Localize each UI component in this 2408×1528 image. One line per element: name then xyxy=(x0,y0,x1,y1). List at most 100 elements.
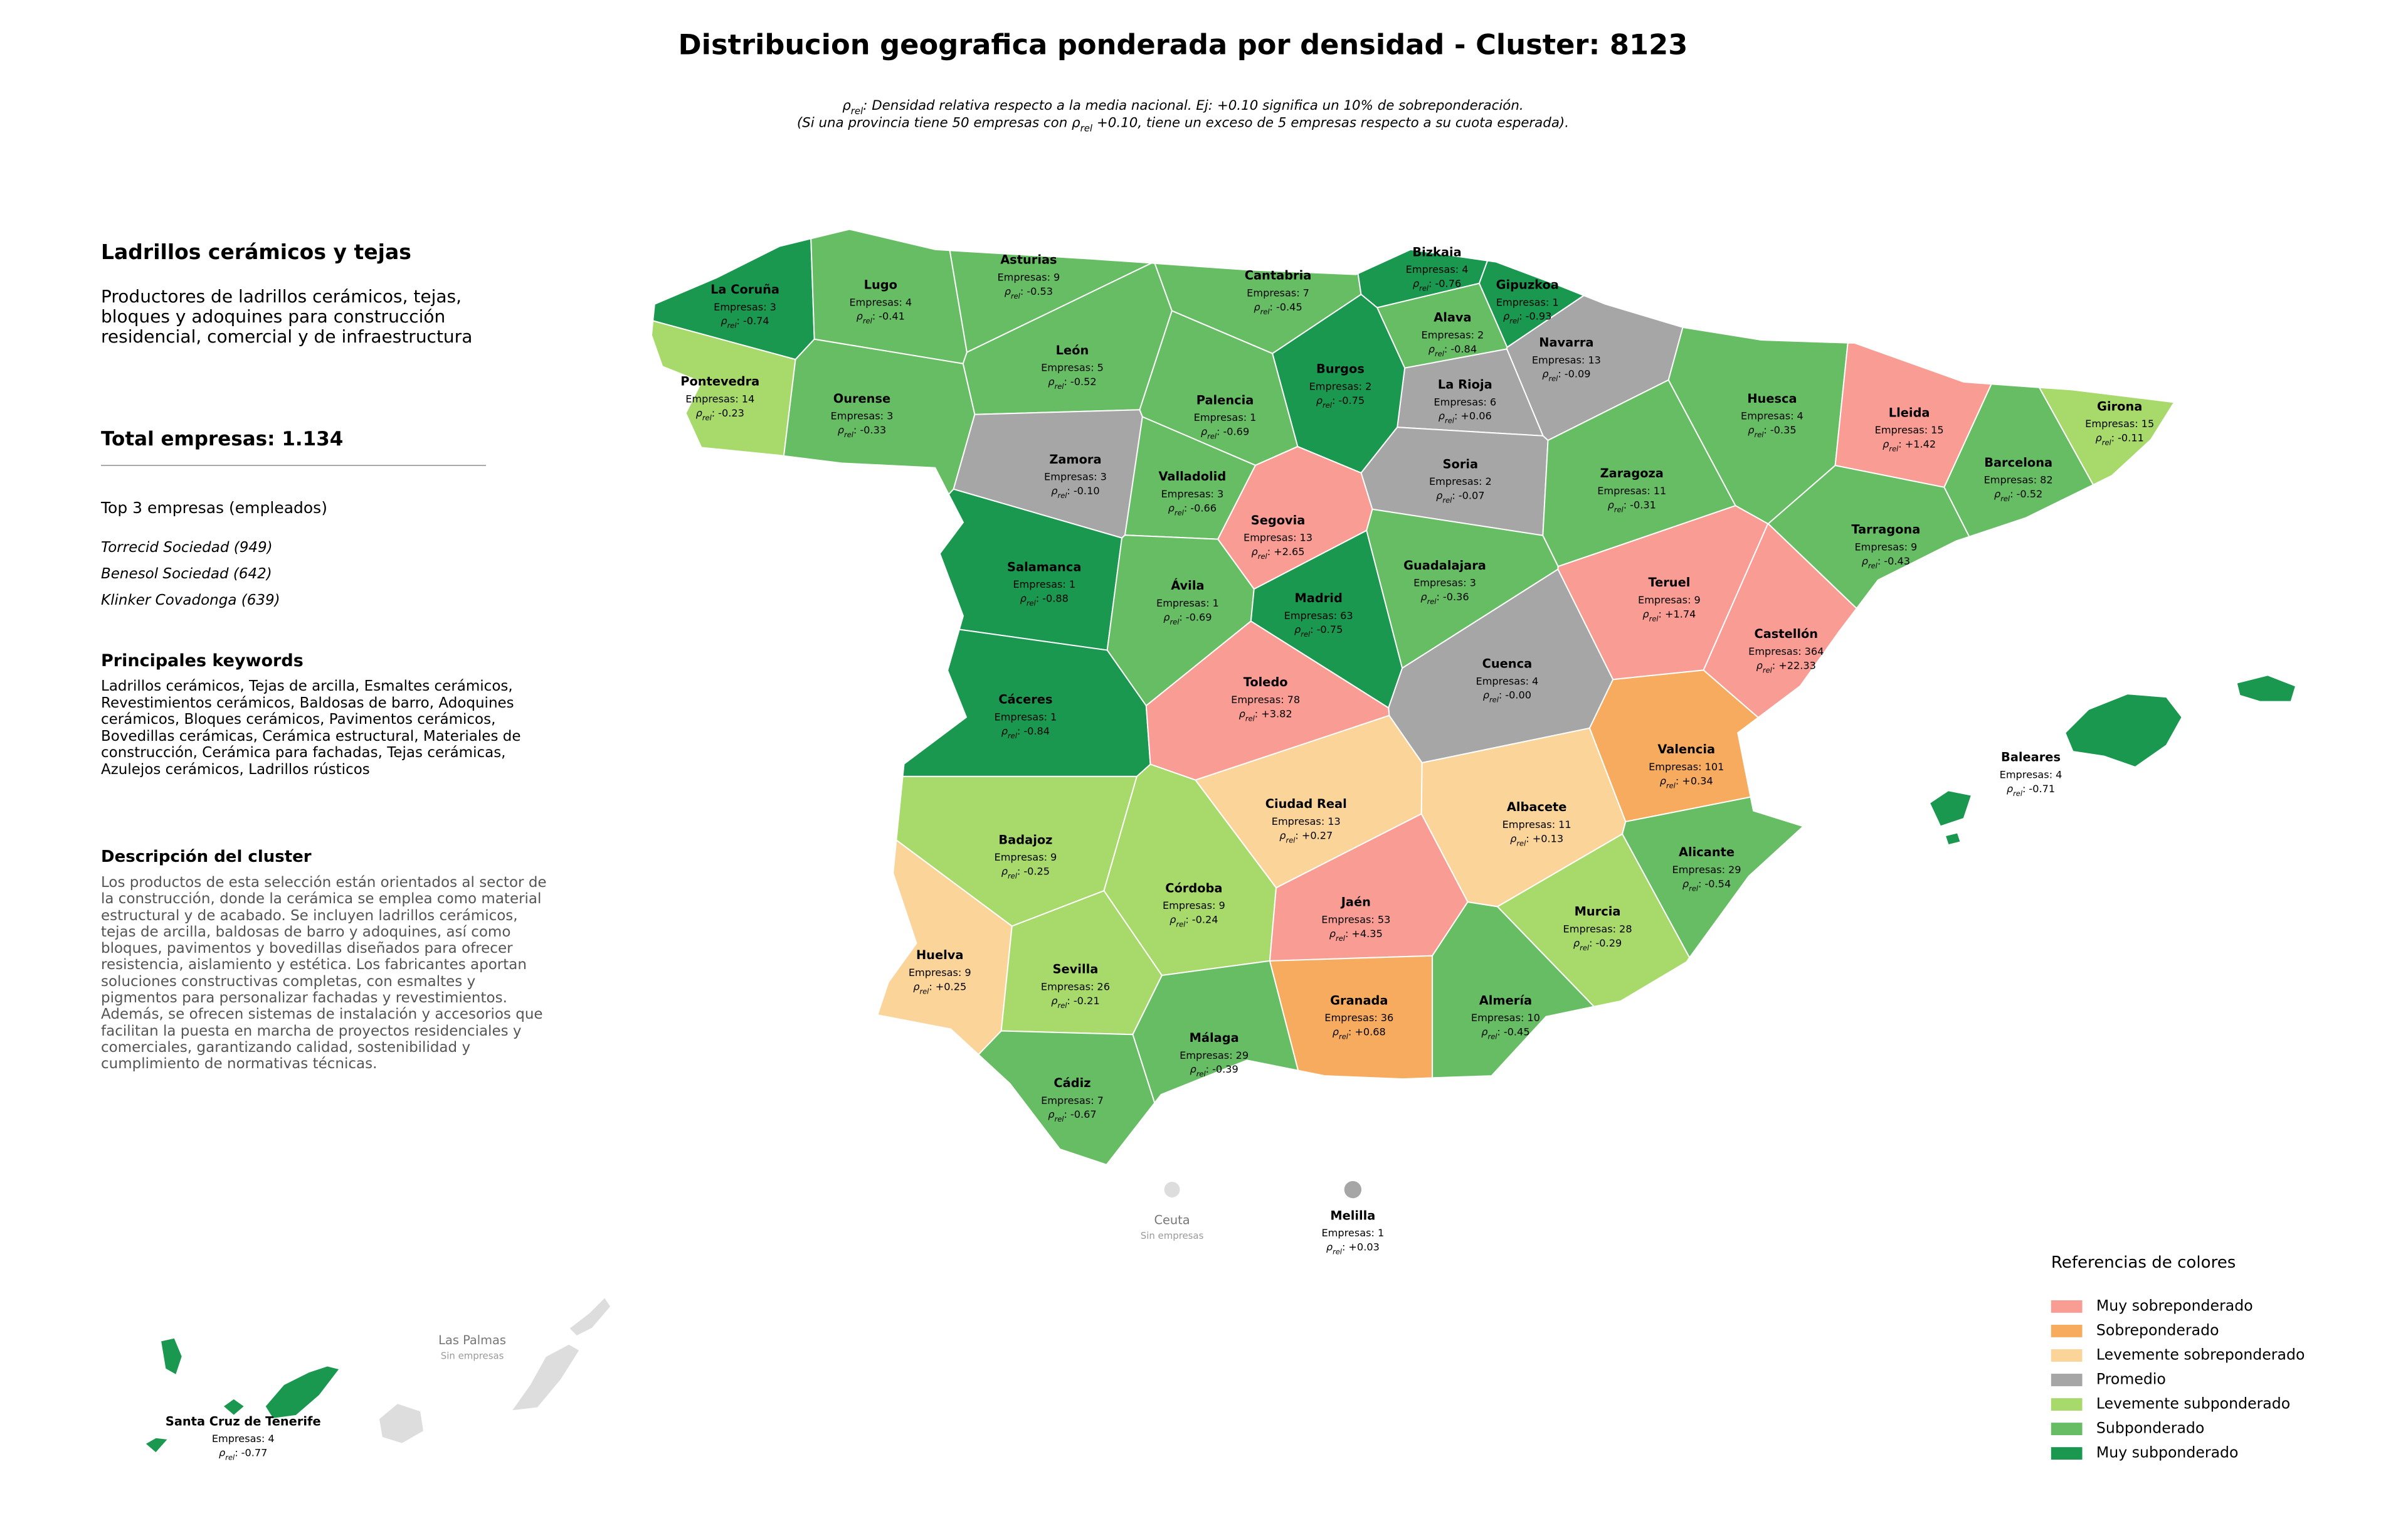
count-sep: : xyxy=(1613,923,1616,935)
count-sep: : xyxy=(1206,597,1209,609)
province-name: Sevilla xyxy=(1053,962,1099,977)
count-label: Empresas xyxy=(1156,597,1206,609)
province-name: Bizkaia xyxy=(1412,245,1461,259)
rho-sep: : xyxy=(1036,592,1039,604)
rho-value: -0.52 xyxy=(2017,488,2043,500)
rho-symbol: ρ xyxy=(1428,342,1435,354)
count-label: Empresas xyxy=(1638,594,1687,606)
province-name: Baleares xyxy=(2001,750,2061,765)
province-name: Alava xyxy=(1434,310,1471,325)
rho-symbol: ρ xyxy=(1481,1026,1488,1037)
province-count: Empresas: 4 xyxy=(1741,410,1803,422)
rho-value: +0.34 xyxy=(1682,775,1713,787)
count-label: Empresas xyxy=(1984,474,2034,485)
count-label: Empresas xyxy=(1231,694,1281,706)
rho-symbol: ρ xyxy=(1503,310,1510,322)
legend-swatch xyxy=(2051,1300,2083,1313)
top-company: Klinker Covadonga (639) xyxy=(101,592,280,608)
count-label: Empresas xyxy=(1272,815,1321,827)
count-sep: : xyxy=(1281,694,1284,706)
rho-value: -0.76 xyxy=(1435,277,1461,289)
rho-sub: rel xyxy=(1339,1032,1349,1041)
count-sep: : xyxy=(1552,818,1555,830)
province-count: Empresas: 4 xyxy=(212,1433,275,1445)
rho-symbol: ρ xyxy=(1051,994,1058,1006)
province-count: Empresas: 29 xyxy=(1672,864,1741,876)
rho-sub: rel xyxy=(919,987,929,995)
rho-symbol: ρ xyxy=(1420,591,1427,603)
province-name: Barcelona xyxy=(1984,455,2052,470)
count-value: 6 xyxy=(1490,396,1496,408)
rho-sep: : xyxy=(1772,659,1775,671)
province-count: Empresas: 15 xyxy=(2085,418,2154,430)
province-rho: ρrel: +1.74 xyxy=(1642,608,1696,623)
rho-value: +1.74 xyxy=(1665,608,1696,620)
count-sep: : xyxy=(1722,864,1725,876)
rho-value: +0.68 xyxy=(1354,1026,1385,1037)
rho-symbol: ρ xyxy=(219,1446,226,1458)
rho-value: +0.03 xyxy=(1348,1241,1379,1253)
rho-symbol: ρ xyxy=(1239,708,1246,719)
count-sep: : xyxy=(958,967,961,979)
province-rho: ρrel: -0.67 xyxy=(1048,1108,1096,1123)
rho-symbol: ρ xyxy=(1001,724,1008,736)
count-value: 10 xyxy=(1527,1012,1540,1024)
rho-symbol: ρ xyxy=(1333,1026,1339,1037)
count-value: 3 xyxy=(887,410,893,422)
count-value: 364 xyxy=(1805,645,1824,657)
rho-sub: rel xyxy=(1323,400,1333,409)
province-rho: ρrel: -0.07 xyxy=(1436,489,1484,504)
province-name: Murcia xyxy=(1575,905,1621,919)
count-value: 9 xyxy=(1694,594,1701,606)
rho-symbol: ρ xyxy=(1573,936,1580,948)
legend-label: Sobreponderado xyxy=(2096,1321,2219,1339)
rho-sub: rel xyxy=(1196,1069,1207,1078)
rho-value: -0.77 xyxy=(241,1446,268,1458)
count-value: 4 xyxy=(268,1433,274,1445)
province-shape xyxy=(159,1337,183,1376)
rho-sep: : xyxy=(1310,623,1313,635)
province-name: Lugo xyxy=(864,277,897,292)
count-label: Empresas xyxy=(849,296,899,308)
rho-sub: rel xyxy=(1435,349,1445,358)
province-name: Badajoz xyxy=(998,832,1052,847)
province-count: Empresas: 29 xyxy=(1180,1049,1249,1061)
province-rho: ρrel: +1.42 xyxy=(1883,438,1936,453)
rho-symbol: ρ xyxy=(1163,611,1170,623)
province-count: Empresas: 11 xyxy=(1597,485,1666,497)
rho-value: -0.35 xyxy=(1770,424,1797,436)
rho-symbol: ρ xyxy=(1048,376,1055,388)
province-count: Empresas: 11 xyxy=(1502,818,1571,830)
rho-symbol: ρ xyxy=(1048,1108,1055,1120)
rho-value: -0.33 xyxy=(860,424,886,436)
province-count: Empresas: 82 xyxy=(1984,474,2053,485)
province-name: Jaén xyxy=(1340,895,1371,910)
count-sep: : xyxy=(1798,645,1801,657)
count-sep: : xyxy=(899,296,902,308)
province-name: Zaragoza xyxy=(1600,466,1664,480)
count-sep: : xyxy=(1371,1227,1375,1239)
province-name: Alicante xyxy=(1679,845,1735,859)
rho-sub: rel xyxy=(1258,551,1268,560)
province-count: Empresas: 78 xyxy=(1231,694,1300,706)
rho-sep: : xyxy=(1267,545,1270,557)
count-value: 11 xyxy=(1654,485,1667,497)
province-count: Empresas: 1 xyxy=(1194,411,1257,423)
rho-symbol: ρ xyxy=(1329,927,1336,939)
count-label: Empresas xyxy=(1597,485,1647,497)
count-label: Empresas xyxy=(1041,1094,1090,1106)
province-rho: ρrel: -0.43 xyxy=(1862,554,1910,570)
province-name: Melilla xyxy=(1330,1208,1375,1223)
count-label: Empresas xyxy=(1413,576,1463,588)
rho-symbol: ρ xyxy=(1483,689,1490,701)
rho-sub: rel xyxy=(1755,430,1765,439)
no-data-shape xyxy=(378,1402,425,1445)
rho-sub: rel xyxy=(1427,597,1437,606)
rho-value: +4.35 xyxy=(1351,927,1382,939)
count-sep: : xyxy=(1293,531,1296,543)
rho-value: +0.27 xyxy=(1302,829,1333,841)
rho-symbol: ρ xyxy=(1862,554,1869,566)
rho-symbol: ρ xyxy=(1542,368,1549,379)
count-value: 4 xyxy=(906,296,912,308)
